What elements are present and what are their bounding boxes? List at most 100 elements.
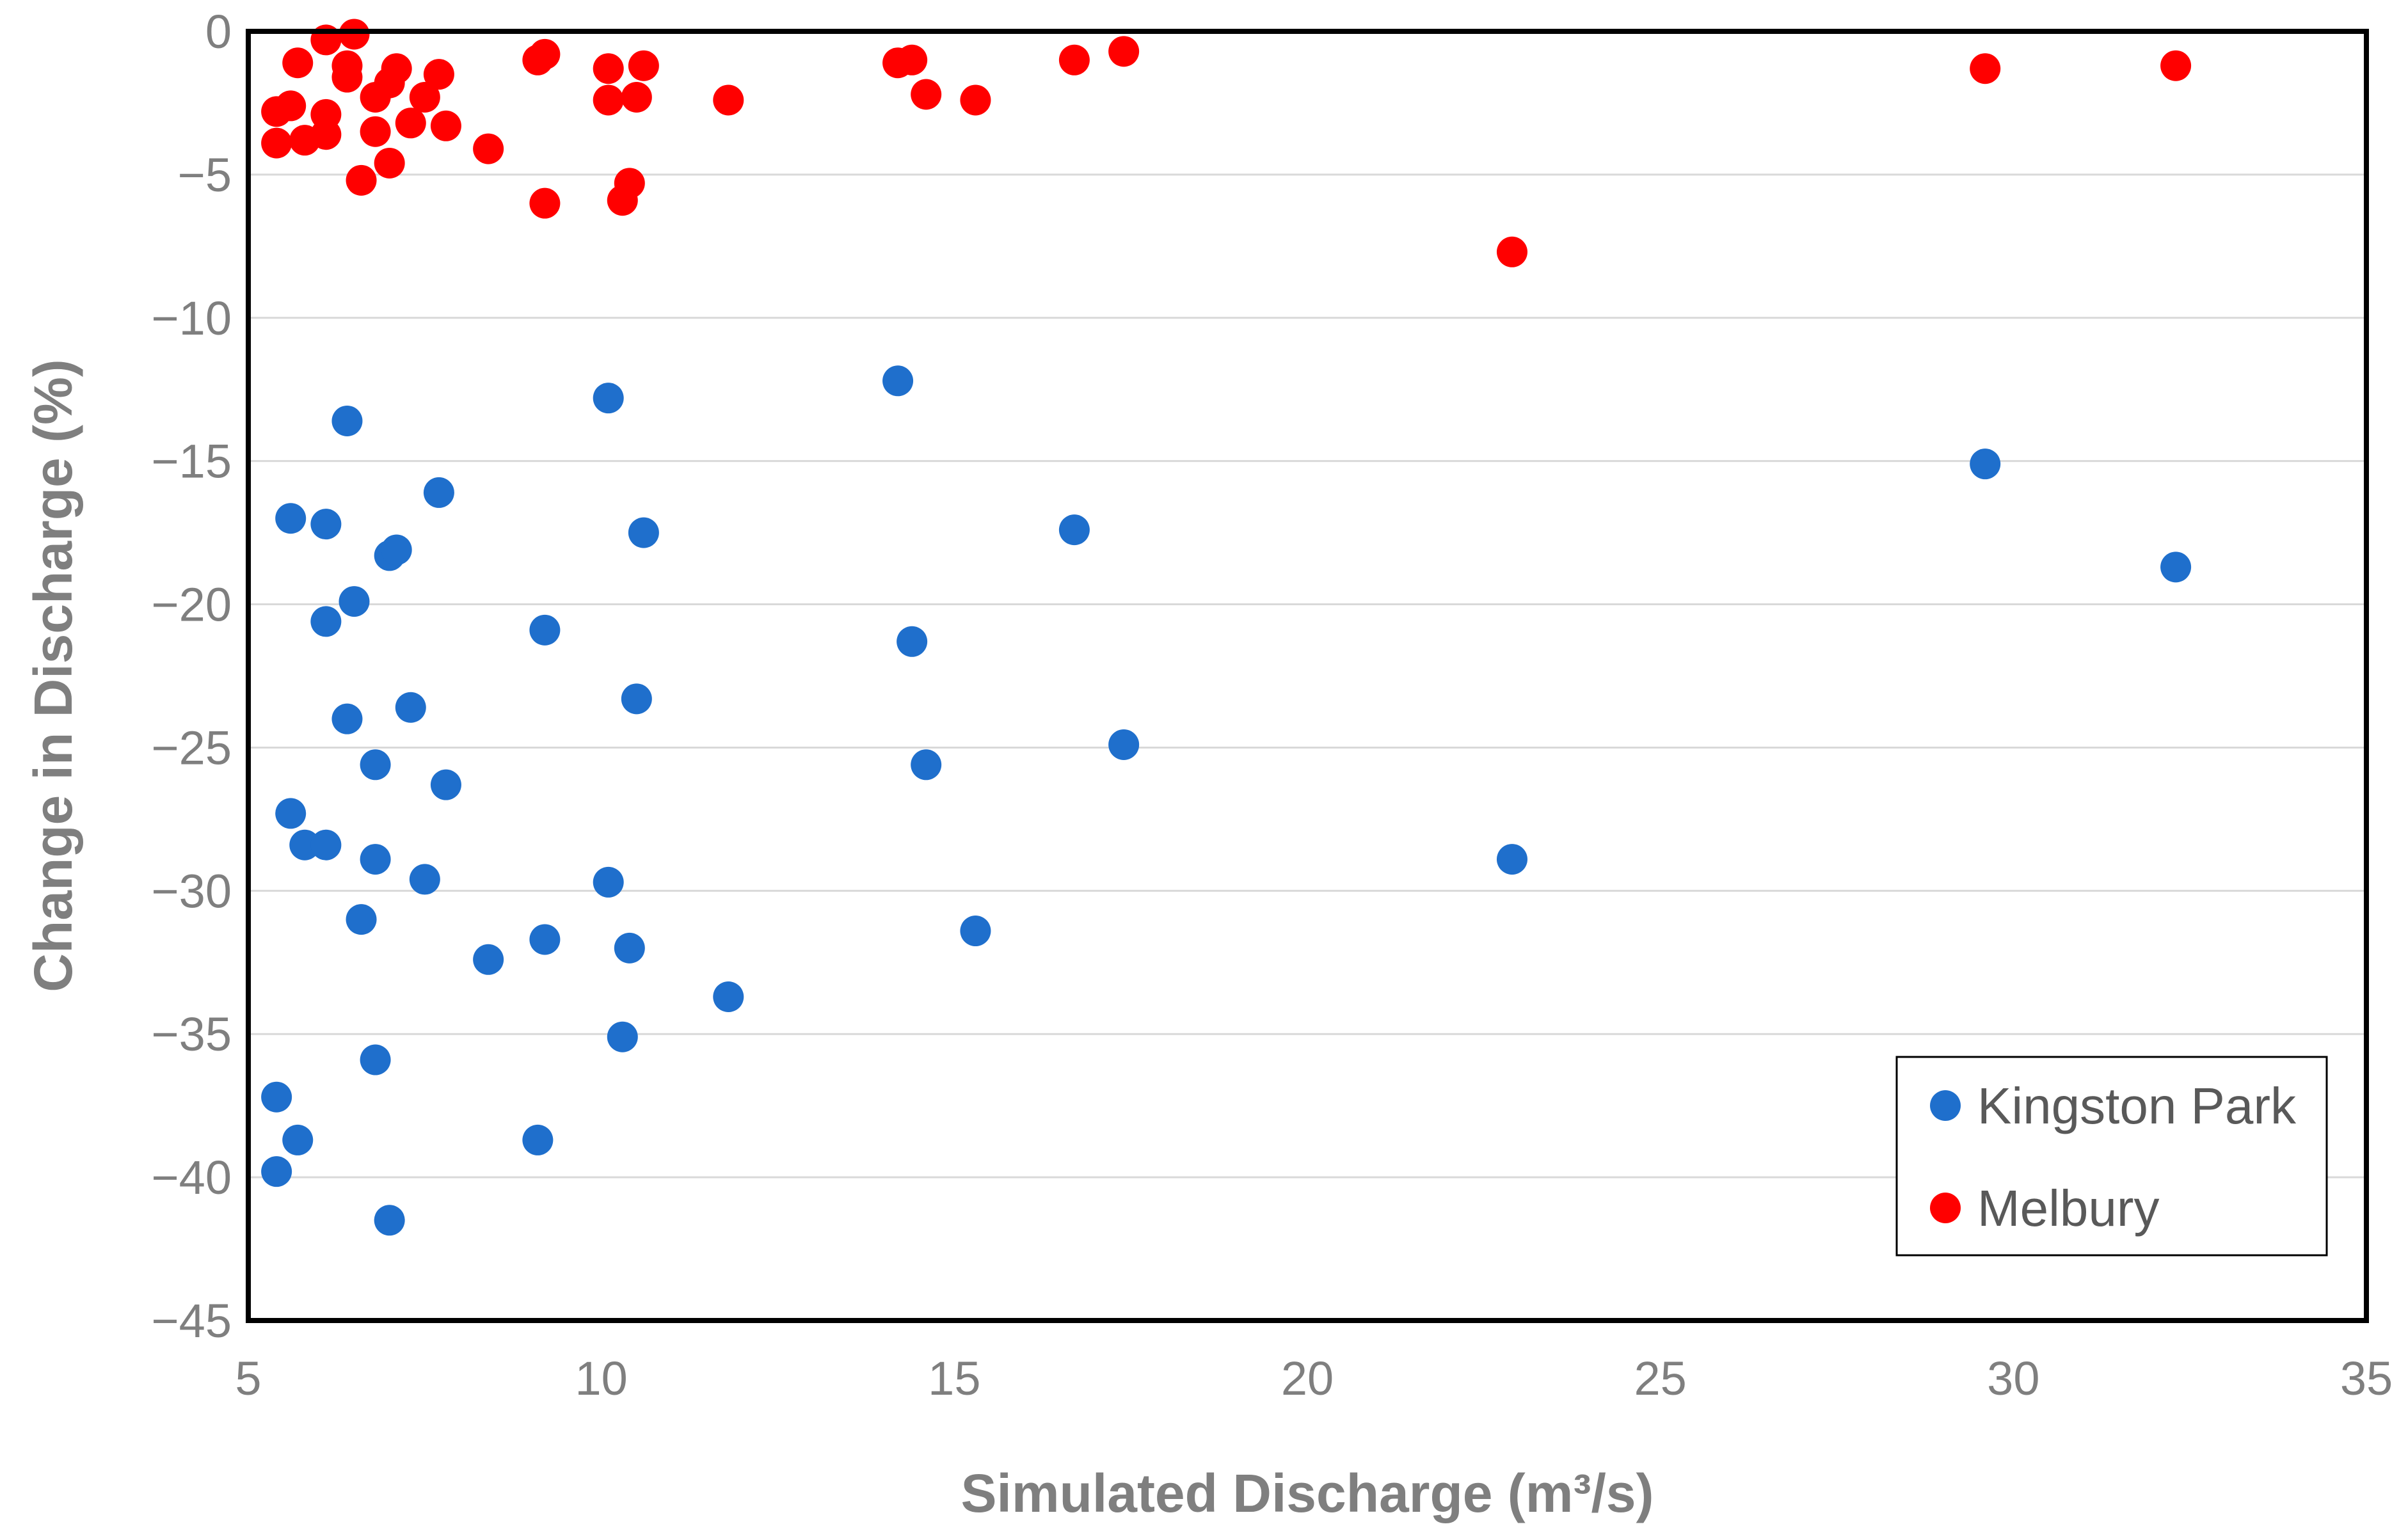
legend-label-melbury: Melbury [1977,1180,2160,1237]
data-point-melbury [2160,50,2192,81]
data-point-melbury [310,119,342,150]
data-point-kingston-park [310,606,342,637]
data-point-kingston-park [430,769,461,800]
data-point-melbury [713,84,744,116]
legend-marker-kingston-park [1930,1090,1961,1121]
legend: Kingston Park Melbury [1895,1056,2328,1257]
data-point-melbury [621,81,652,113]
data-point-kingston-park [713,981,744,1013]
y-tick-label: 0 [205,5,232,58]
data-point-melbury [1058,44,1090,75]
data-point-kingston-park [614,932,645,964]
data-point-kingston-park [960,916,991,947]
x-tick-label: 25 [1634,1352,1687,1405]
data-point-melbury [409,81,440,113]
data-point-melbury [593,53,624,84]
data-point-kingston-park [331,703,363,734]
data-point-melbury [628,50,659,81]
data-points [261,19,2192,1236]
data-point-melbury [614,168,645,199]
x-tick-label: 5 [235,1352,261,1405]
data-point-kingston-park [593,866,624,898]
data-point-kingston-park [339,586,370,617]
data-point-melbury [261,127,292,159]
data-point-kingston-park [289,829,321,861]
data-point-melbury [960,84,991,116]
data-point-kingston-park [395,692,426,723]
data-point-kingston-park [473,944,504,975]
data-point-kingston-park [529,924,561,955]
data-point-kingston-park [261,1156,292,1187]
data-point-kingston-park [1970,448,2001,480]
data-point-melbury [593,84,624,116]
x-tick-label: 20 [1281,1352,1334,1405]
data-point-kingston-park [897,626,928,657]
gridlines [248,173,2366,1178]
data-point-kingston-park [593,383,624,414]
legend-marker-melbury [1930,1193,1961,1223]
data-point-melbury [430,110,461,141]
data-point-melbury [360,116,391,147]
data-point-kingston-park [282,1124,314,1155]
y-tick-label: −35 [151,1008,232,1061]
y-tick-label: −10 [151,292,232,345]
data-point-kingston-park [529,614,561,646]
data-point-kingston-park [882,365,914,397]
data-point-kingston-park [310,829,342,861]
y-axis-title: Change in Discharge (%) [23,359,83,992]
data-point-melbury [423,59,454,90]
x-axis-title: Simulated Discharge (m³/s) [961,1463,1654,1523]
data-point-kingston-park [360,749,391,781]
data-point-melbury [1496,236,1527,267]
y-tick-label: −20 [151,578,232,631]
data-point-melbury [529,38,561,70]
data-point-kingston-park [261,1081,292,1113]
plot-area-frame [246,29,2369,1323]
y-tick-label: −25 [151,721,232,774]
legend-label-kingston-park: Kingston Park [1977,1077,2297,1134]
data-point-kingston-park [1496,844,1527,875]
data-point-melbury [529,187,561,219]
data-point-kingston-park [275,798,307,829]
x-tick-label: 35 [2340,1352,2393,1405]
data-point-melbury [346,164,377,196]
y-tick-label: −40 [151,1151,232,1204]
x-tick-label: 30 [1987,1352,2039,1405]
data-point-kingston-park [1108,729,1140,760]
data-point-kingston-park [360,1044,391,1075]
data-point-kingston-park [607,1021,638,1052]
data-point-melbury [911,79,942,110]
data-point-melbury [1108,36,1140,67]
data-point-melbury [331,61,363,93]
y-tick-label: −15 [151,435,232,488]
data-point-kingston-park [346,904,377,935]
data-point-melbury [374,147,405,178]
data-point-kingston-park [381,534,412,566]
data-point-kingston-park [911,749,942,781]
y-tick-label: −45 [151,1294,232,1347]
data-point-kingston-park [331,405,363,436]
data-point-melbury [282,47,314,79]
data-point-kingston-park [374,1205,405,1236]
y-tick-label: −30 [151,864,232,917]
data-point-kingston-park [628,517,659,548]
y-tick-label: −5 [178,148,232,202]
data-point-melbury [1970,53,2001,84]
data-point-kingston-park [275,503,307,534]
data-point-melbury [395,107,426,139]
data-point-kingston-park [423,477,454,508]
data-point-melbury [339,19,370,50]
x-tick-label: 10 [575,1352,628,1405]
data-point-kingston-park [360,844,391,875]
data-point-melbury [381,53,412,84]
x-axis-ticks: 5 10 15 20 25 30 35 [235,1352,2393,1405]
legend-box [1895,1056,2328,1257]
data-point-kingston-park [409,864,440,895]
data-point-kingston-park [621,683,652,715]
data-point-kingston-park [310,509,342,540]
data-point-melbury [473,133,504,164]
y-axis-ticks: 0 −5 −10 −15 −20 −25 −30 −35 −40 −45 [151,5,232,1347]
data-point-kingston-park [2160,551,2192,583]
